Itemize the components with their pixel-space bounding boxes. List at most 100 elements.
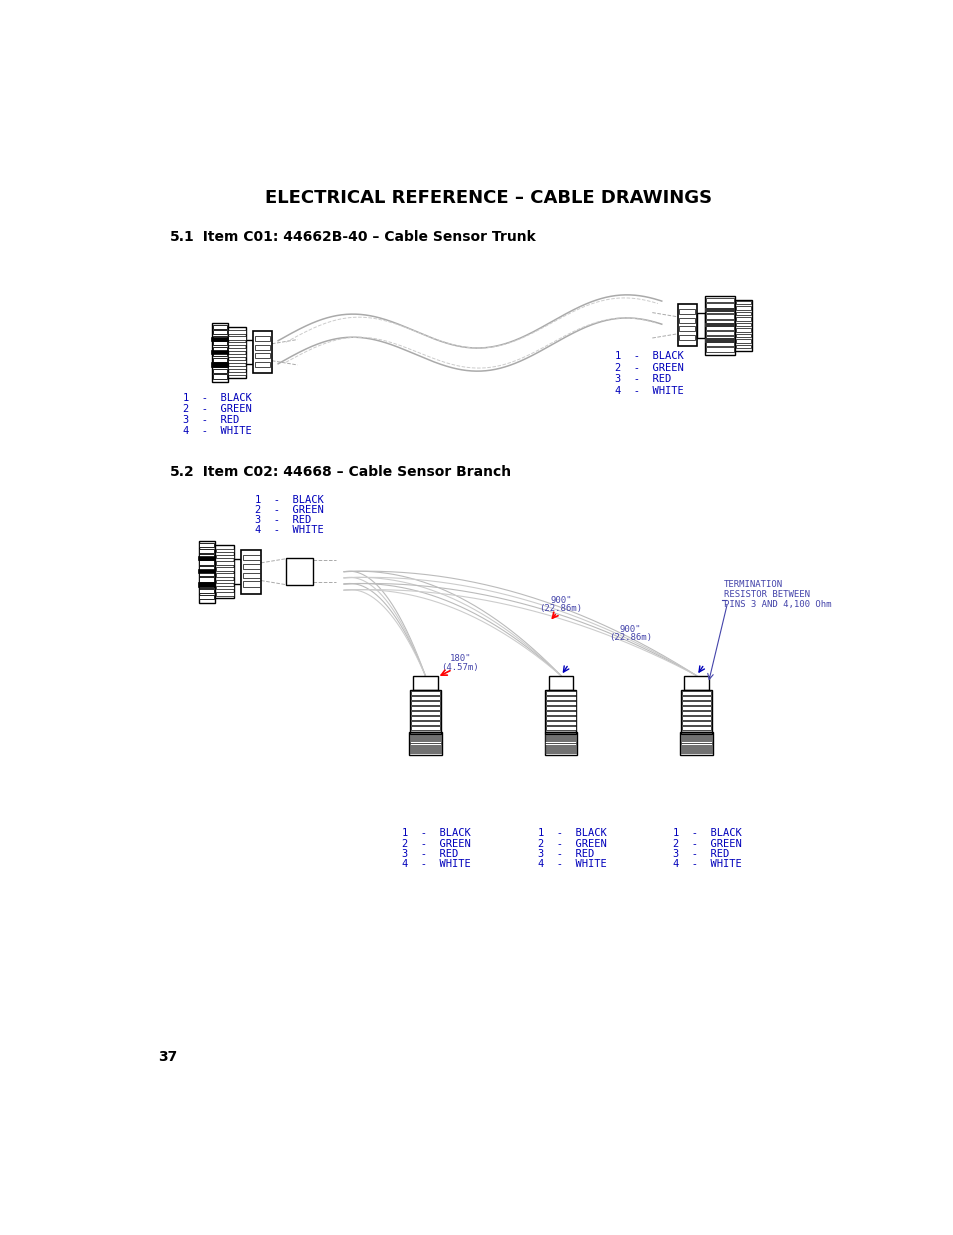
Text: 3  -  RED: 3 - RED (537, 848, 594, 858)
Text: 3  -  RED: 3 - RED (615, 374, 671, 384)
Bar (198, 557, 214, 561)
Bar (213, 363, 227, 368)
Bar (680, 746, 711, 747)
Bar (253, 331, 272, 373)
Bar (228, 330, 245, 333)
Bar (243, 573, 259, 578)
Bar (680, 750, 711, 751)
Text: 900": 900" (550, 595, 571, 605)
Text: PINS 3 AND 4,100 Ohm: PINS 3 AND 4,100 Ohm (723, 600, 830, 609)
Text: 4  -  WHITE: 4 - WHITE (537, 858, 606, 868)
Bar (213, 336, 227, 340)
Bar (681, 692, 711, 694)
Text: Item C02: 44668 – Cable Sensor Branch: Item C02: 44668 – Cable Sensor Branch (193, 464, 511, 479)
Bar (705, 314, 734, 319)
Bar (681, 711, 711, 715)
Text: 180": 180" (449, 655, 471, 663)
Text: 4  -  WHITE: 4 - WHITE (254, 525, 323, 535)
Bar (413, 676, 437, 689)
Bar (545, 732, 576, 734)
Bar (228, 366, 245, 369)
Bar (214, 545, 234, 598)
Bar (199, 543, 213, 547)
Bar (410, 741, 440, 742)
Bar (199, 566, 213, 571)
Bar (228, 336, 245, 340)
Text: 2  -  GREEN: 2 - GREEN (254, 505, 323, 515)
Text: 2  -  GREEN: 2 - GREEN (673, 839, 741, 848)
Bar (199, 561, 213, 564)
Bar (546, 716, 575, 720)
Text: 37: 37 (158, 1050, 177, 1063)
Bar (680, 752, 711, 753)
Bar (545, 752, 576, 753)
Bar (410, 701, 439, 704)
Bar (546, 721, 575, 725)
Bar (254, 345, 270, 350)
Bar (410, 739, 440, 741)
Bar (681, 697, 711, 699)
Bar (215, 579, 233, 583)
Bar (704, 338, 734, 342)
Bar (199, 595, 213, 599)
Bar (546, 701, 575, 704)
Bar (199, 548, 213, 553)
Bar (234, 559, 241, 584)
Text: 2  -  GREEN: 2 - GREEN (537, 839, 606, 848)
Bar (546, 706, 575, 710)
Bar (545, 741, 576, 742)
Bar (243, 555, 259, 561)
Text: Item C01: 44662B-40 – Cable Sensor Trunk: Item C01: 44662B-40 – Cable Sensor Trunk (193, 230, 535, 243)
Bar (215, 592, 233, 595)
Text: 4  -  WHITE: 4 - WHITE (673, 858, 741, 868)
Bar (213, 352, 227, 357)
Text: 3  -  RED: 3 - RED (402, 848, 457, 858)
Bar (243, 563, 259, 569)
Bar (680, 739, 711, 741)
Text: 5.2: 5.2 (170, 464, 194, 479)
Bar (735, 311, 750, 315)
Bar (545, 737, 576, 739)
Bar (246, 341, 253, 364)
Bar (680, 741, 711, 742)
Bar (213, 369, 227, 373)
Bar (681, 701, 711, 704)
Bar (199, 589, 213, 593)
Bar (704, 324, 734, 327)
Bar (704, 295, 734, 354)
Bar (215, 573, 233, 577)
Text: 900": 900" (619, 625, 640, 634)
Text: 1  -  BLACK: 1 - BLACK (402, 829, 471, 839)
Bar (705, 320, 734, 324)
Bar (705, 325, 734, 330)
Bar (198, 569, 214, 573)
Bar (735, 322, 750, 326)
Bar (545, 743, 576, 745)
Bar (545, 739, 576, 741)
Text: ELECTRICAL REFERENCE – CABLE DRAWINGS: ELECTRICAL REFERENCE – CABLE DRAWINGS (265, 189, 712, 207)
Bar (213, 347, 227, 351)
Bar (409, 732, 441, 755)
Bar (679, 732, 712, 755)
Bar (545, 689, 576, 732)
Bar (544, 732, 577, 755)
Bar (680, 732, 711, 734)
Bar (254, 362, 270, 367)
Bar (410, 706, 439, 710)
Bar (546, 697, 575, 699)
Text: (22.86m): (22.86m) (539, 604, 582, 613)
Bar (213, 330, 227, 335)
Bar (705, 336, 734, 341)
Text: 1  -  BLACK: 1 - BLACK (537, 829, 606, 839)
Bar (212, 338, 228, 341)
Bar (680, 747, 711, 750)
Bar (410, 692, 439, 694)
Text: 3  -  RED: 3 - RED (183, 415, 239, 425)
Bar (410, 737, 440, 739)
Bar (199, 578, 213, 582)
Text: 2  -  GREEN: 2 - GREEN (183, 404, 252, 414)
Bar (680, 689, 711, 732)
Bar (735, 329, 750, 332)
Bar (199, 583, 213, 588)
Bar (696, 312, 704, 338)
